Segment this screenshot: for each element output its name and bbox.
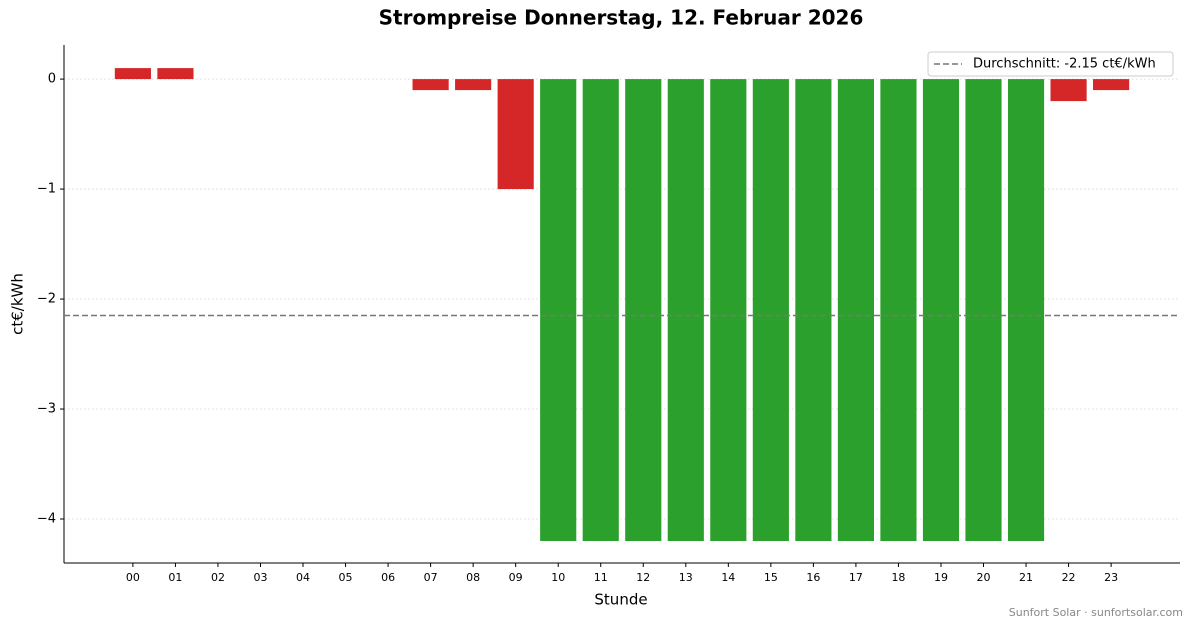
bar	[795, 79, 832, 542]
x-tick-label: 15	[764, 571, 778, 584]
bar	[540, 79, 577, 542]
bar	[412, 79, 449, 91]
x-tick-label: 05	[339, 571, 353, 584]
x-tick-label: 22	[1062, 571, 1076, 584]
x-tick-label: 17	[849, 571, 863, 584]
bar	[965, 79, 1002, 542]
x-tick-label: 06	[381, 571, 395, 584]
bar	[710, 79, 747, 542]
x-tick-label: 03	[253, 571, 267, 584]
x-tick-label: 12	[636, 571, 650, 584]
x-tick-label: 11	[594, 571, 608, 584]
x-tick-label: 00	[126, 571, 140, 584]
bar	[922, 79, 960, 542]
x-tick-label: 13	[679, 571, 693, 584]
x-tick-label: 19	[934, 571, 948, 584]
bar	[625, 79, 662, 542]
bar	[1007, 79, 1045, 542]
x-tick-label: 07	[424, 571, 438, 584]
x-tick-label: 21	[1019, 571, 1033, 584]
legend-label: Durchschnitt: -2.15 ct€/kWh	[973, 57, 1156, 72]
bar	[582, 79, 619, 542]
x-tick-label: 23	[1104, 571, 1118, 584]
footer: Sunfort Solar · sunfortsolar.com	[1009, 606, 1183, 619]
x-tick-label: 02	[211, 571, 225, 584]
x-tick-label: 10	[551, 571, 565, 584]
bar	[667, 79, 704, 542]
bar	[752, 79, 789, 542]
x-tick-label: 01	[168, 571, 182, 584]
bar	[1050, 79, 1087, 102]
y-tick-label: −1	[37, 182, 56, 197]
x-tick-label: 18	[891, 571, 905, 584]
legend-box	[927, 51, 1174, 77]
y-tick-label: −2	[37, 292, 56, 307]
bar	[497, 79, 534, 190]
x-tick-label: 20	[977, 571, 991, 584]
bar	[157, 68, 194, 80]
y-axis-label: ct€/kWh	[9, 273, 27, 335]
chart-title: Strompreise Donnerstag, 12. Februar 2026	[379, 6, 864, 30]
y-tick-label: 0	[48, 72, 56, 87]
x-tick-label: 14	[721, 571, 735, 584]
x-tick-label: 08	[466, 571, 480, 584]
bar	[114, 68, 151, 80]
y-tick-label: −3	[37, 402, 56, 417]
y-tick-label: −4	[37, 512, 56, 527]
bar	[837, 79, 874, 542]
bar	[880, 79, 917, 542]
bar	[1093, 79, 1130, 91]
x-axis-label: Stunde	[594, 591, 647, 609]
x-tick-label: 09	[509, 571, 523, 584]
x-tick-label: 16	[806, 571, 820, 584]
bar	[455, 79, 492, 91]
x-tick-label: 04	[296, 571, 310, 584]
